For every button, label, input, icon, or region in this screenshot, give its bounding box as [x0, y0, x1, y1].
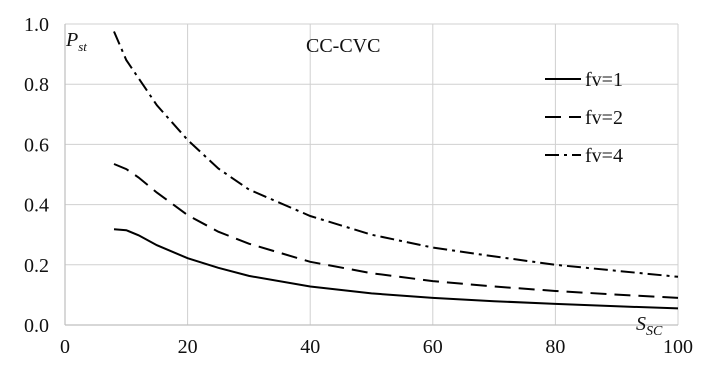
chart-axes [64, 24, 678, 326]
y-axis-label-main: P [65, 29, 78, 51]
y-tick-label: 0.0 [24, 315, 49, 337]
y-tick-label: 0.4 [24, 195, 49, 217]
chart-grid [65, 23, 679, 325]
y-tick-label: 1.0 [24, 14, 49, 36]
y-axis-label: Pst [65, 29, 87, 54]
series-line-fv-2 [113, 163, 679, 299]
x-tick-label: 20 [178, 336, 198, 358]
y-tick-label: 0.8 [24, 74, 49, 96]
x-axis-label-main: S [636, 313, 646, 335]
tick-labels: 0 20 40 60 80 100 0.0 0.2 0.4 0.6 0.8 1.0 [24, 14, 693, 358]
x-tick-label: 100 [663, 336, 693, 358]
x-tick-label: 0 [60, 336, 70, 358]
legend: fv=1 fv=2 fv=4 [545, 69, 623, 167]
x-tick-label: 40 [300, 336, 320, 358]
legend-label: fv=4 [585, 145, 623, 167]
x-tick-label: 60 [423, 336, 443, 358]
x-axis-label-sub: SC [646, 324, 663, 339]
series-line-fv-4 [113, 31, 679, 278]
series-line-fv-1 [113, 228, 679, 310]
y-axis-label-sub: st [78, 39, 87, 54]
legend-label: fv=1 [585, 69, 623, 91]
chart-title: CC-CVC [306, 35, 380, 57]
x-axis-label: SSC [636, 313, 663, 339]
legend-label: fv=2 [585, 107, 623, 129]
y-tick-label: 0.2 [24, 255, 49, 277]
x-tick-label: 80 [545, 336, 565, 358]
y-tick-label: 0.6 [24, 134, 49, 156]
series-lines [113, 31, 679, 310]
